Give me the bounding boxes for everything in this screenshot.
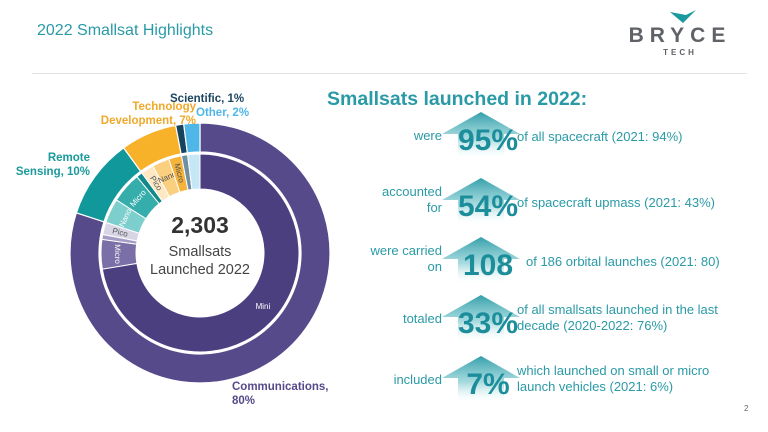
highlight-lead: totaled: [403, 311, 442, 327]
subslice-label: Pico: [111, 226, 129, 239]
label-other: Other, 2%: [196, 107, 250, 119]
highlight-lead: were: [414, 128, 442, 144]
highlight-value: 95%: [457, 124, 519, 157]
label-communications: Communications, 80%: [232, 380, 328, 408]
label-remote-sensing-line2: Sensing, 10%: [15, 166, 90, 178]
subslice-communications-mini: [101, 153, 300, 353]
label-technology-development: Technology Development, 7%: [82, 100, 196, 128]
label-remote-sensing-line1: Remote: [47, 152, 90, 164]
highlight-description: which launched on small or micro launch v…: [517, 363, 709, 395]
highlight-lead-line1: accounted: [382, 184, 442, 199]
highlight-value: 33%: [457, 307, 519, 340]
highlight-lead: were carried on: [370, 243, 442, 275]
ring-separator: [99, 152, 301, 354]
highlight-row: totaled 33% of all smallsats launched in t…: [350, 295, 760, 343]
up-arrow-icon: [442, 295, 520, 343]
highlight-lead-line1: included: [393, 372, 442, 387]
highlight-description: of spacecraft upmass (2021: 43%): [517, 195, 715, 211]
center-caption: Smallsats Launched 2022: [130, 243, 270, 279]
highlight-row: included 7% which launched on small or mic…: [350, 356, 760, 404]
label-technology-development-line1: Technology: [132, 101, 196, 113]
label-communications-line2: 80%: [232, 395, 256, 407]
subslice-label: Micro: [113, 244, 122, 264]
center-total: 2,303: [171, 212, 229, 238]
highlight-row: were carried on 108 of 186 orbital launches…: [350, 237, 760, 285]
center-caption-line2: Launched 2022: [150, 262, 250, 278]
highlight-value: 54%: [457, 190, 519, 223]
label-communications-line1: Communications,: [232, 381, 329, 393]
slice-other: [183, 122, 201, 154]
highlight-description-line1: which launched on small or micro: [517, 363, 710, 378]
center-caption-line1: Smallsats: [168, 244, 232, 260]
highlight-value: 108: [462, 249, 514, 282]
logo-wordmark: BRYCE: [628, 24, 732, 47]
highlight-description: of all spacecraft (2021: 94%): [517, 129, 682, 145]
highlight-value: 7%: [466, 368, 510, 401]
highlight-lead-line2: on: [427, 259, 442, 274]
logo-chevron-icon: [670, 10, 696, 23]
label-scientific: Scientific, 1%: [170, 93, 245, 105]
highlight-description-line1: of 186 orbital launches (2021: 80): [526, 254, 720, 269]
page-number: 2: [744, 404, 749, 413]
slice-communications: [69, 122, 331, 384]
highlight-description: of 186 orbital launches (2021: 80): [526, 254, 720, 270]
highlight-lead-line1: were carried: [370, 243, 442, 258]
highlight-description-line2: launch vehicles (2021: 6%): [517, 379, 674, 394]
brycetech-logo: BRYCE TECH: [618, 10, 748, 58]
highlight-description-line2: decade (2020-2022: 76%): [517, 318, 668, 333]
highlight-lead: accounted for: [382, 184, 442, 216]
up-arrow-icon: [442, 112, 520, 160]
label-technology-development-line2: Development, 7%: [100, 115, 196, 127]
up-arrow-icon: [442, 237, 520, 285]
subslice-label: Mini: [256, 302, 271, 311]
highlight-lead-line2: for: [426, 200, 442, 215]
header-divider: [32, 73, 747, 74]
up-arrow-icon: [442, 356, 520, 404]
subslice-other-other: [187, 153, 201, 191]
up-arrow-icon: [442, 178, 520, 226]
highlight-description-line1: of all smallsats launched in the last: [517, 302, 718, 317]
highlight-row: accounted for 54% of spacecraft upmass (202…: [350, 178, 760, 226]
highlight-lead-line1: were: [413, 128, 442, 143]
highlights-headline: Smallsats launched in 2022:: [327, 88, 588, 110]
highlight-description: of all smallsats launched in the last dec…: [517, 302, 718, 334]
highlight-description-line1: of all spacecraft (2021: 94%): [517, 129, 683, 144]
highlight-lead-line1: totaled: [402, 311, 442, 326]
logo-subtitle: TECH: [663, 48, 697, 57]
page-title: 2022 Smallsat Highlights: [37, 22, 214, 39]
highlight-row: were 95% of all spacecraft (2021: 94%): [350, 112, 760, 160]
highlight-description-line1: of spacecraft upmass (2021: 43%): [517, 195, 715, 210]
highlight-lead: included: [394, 372, 442, 388]
label-remote-sensing: Remote Sensing, 10%: [10, 151, 90, 179]
